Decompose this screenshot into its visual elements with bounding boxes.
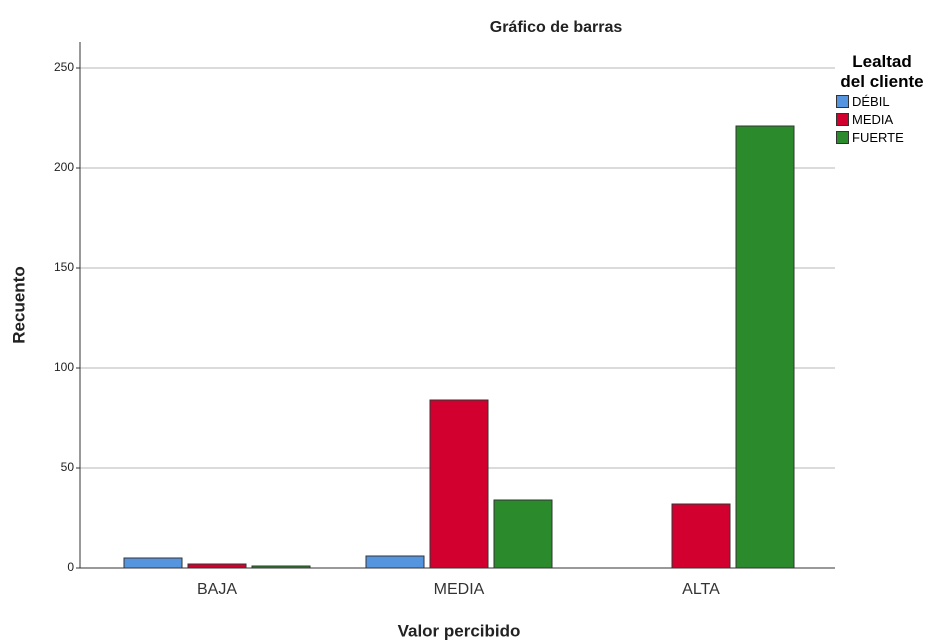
- bar: [187, 563, 247, 569]
- y-tick-label: 0: [67, 560, 74, 574]
- y-tick-label: 100: [54, 360, 74, 374]
- legend-label: FUERTE: [852, 129, 904, 145]
- x-tick-label: MEDIA: [434, 581, 485, 598]
- x-tick-label: BAJA: [197, 581, 237, 598]
- legend-swatch: [836, 112, 849, 126]
- bar: [429, 399, 489, 569]
- y-tick-label: 200: [54, 160, 74, 174]
- x-axis-title: Valor percibido: [398, 621, 521, 640]
- bar: [671, 503, 731, 569]
- legend-item: MEDIA: [836, 110, 926, 128]
- y-tick-label: 250: [54, 60, 74, 74]
- legend-swatch: [836, 94, 849, 108]
- bar: [493, 499, 553, 569]
- bar: [123, 557, 183, 569]
- y-tick-label: 150: [54, 260, 74, 274]
- chart-title: Gráfico de barras: [490, 19, 623, 36]
- legend: Lealtad del cliente DÉBIL MEDIA FUERTE: [836, 52, 926, 146]
- y-tick-label: 50: [61, 460, 75, 474]
- y-axis-title: Recuento: [9, 266, 28, 343]
- legend-item: FUERTE: [836, 128, 926, 146]
- legend-label: DÉBIL: [852, 93, 890, 109]
- bar: [735, 125, 795, 569]
- legend-label: MEDIA: [852, 111, 894, 127]
- legend-swatch: [836, 130, 849, 144]
- legend-title: Lealtad del cliente: [840, 52, 924, 91]
- bar: [365, 555, 425, 569]
- legend-item: DÉBIL: [836, 92, 926, 110]
- grid: [80, 67, 835, 469]
- x-tick-label: ALTA: [682, 581, 720, 598]
